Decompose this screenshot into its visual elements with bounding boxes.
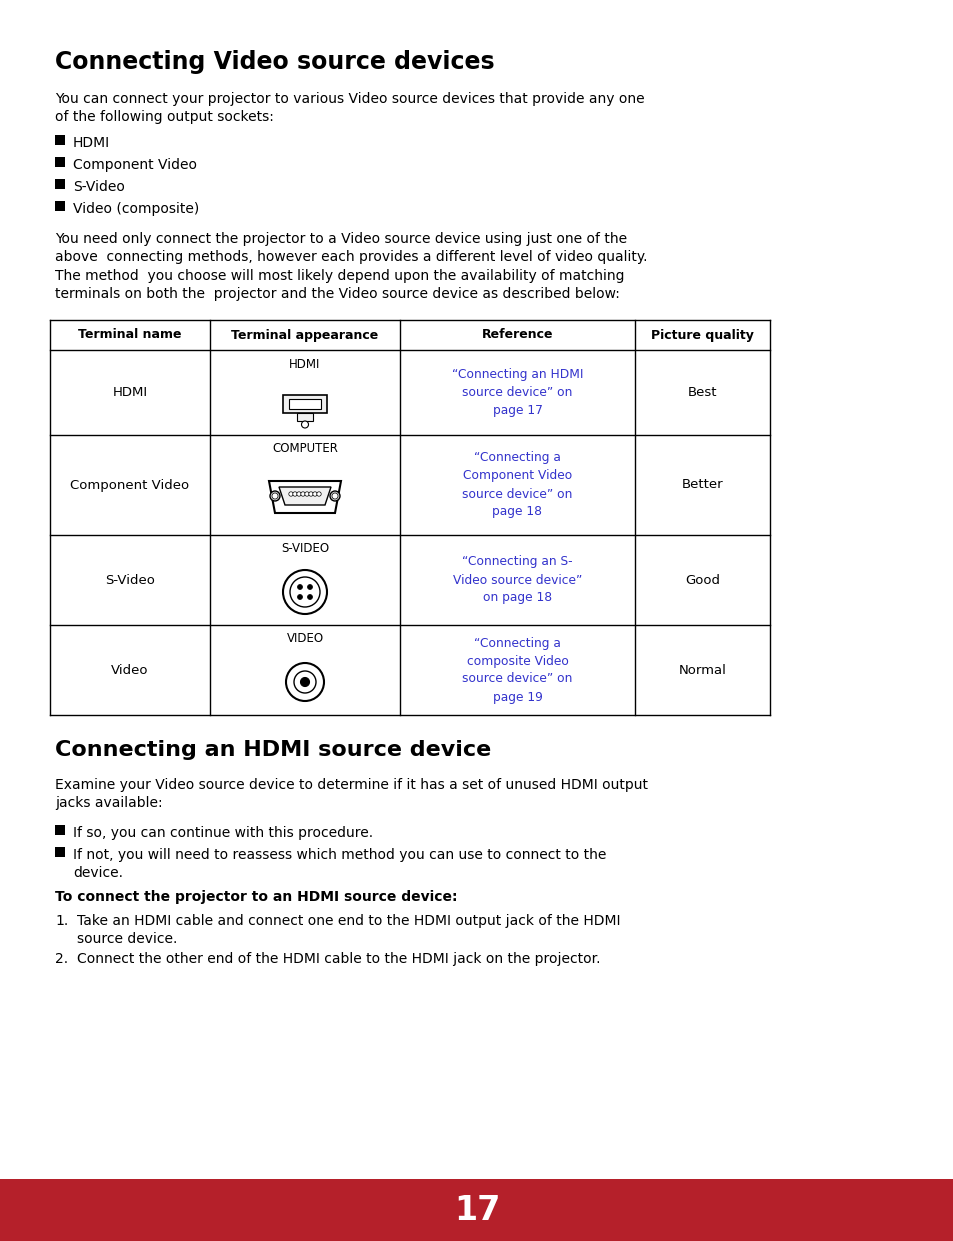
Text: Examine your Video source device to determine if it has a set of unused HDMI out: Examine your Video source device to dete…: [55, 778, 647, 810]
Text: S-Video: S-Video: [73, 180, 125, 194]
Text: Better: Better: [681, 479, 722, 491]
Text: Video (composite): Video (composite): [73, 202, 199, 216]
Circle shape: [301, 421, 308, 428]
Circle shape: [296, 491, 301, 496]
Circle shape: [286, 663, 324, 701]
Text: Terminal appearance: Terminal appearance: [232, 329, 378, 341]
Circle shape: [332, 493, 337, 499]
Circle shape: [307, 585, 313, 589]
Text: Reference: Reference: [481, 329, 553, 341]
Text: HDMI: HDMI: [112, 386, 148, 400]
Bar: [55, 158, 65, 168]
Bar: [55, 135, 65, 145]
Text: “Connecting an HDMI
source device” on
page 17: “Connecting an HDMI source device” on pa…: [452, 369, 582, 417]
Text: HDMI: HDMI: [289, 357, 320, 371]
Circle shape: [297, 594, 302, 599]
Text: Connecting an HDMI source device: Connecting an HDMI source device: [55, 740, 491, 759]
Circle shape: [304, 491, 309, 496]
Text: 17: 17: [454, 1194, 499, 1226]
Bar: [296, 412, 313, 421]
Bar: [55, 201, 65, 211]
Text: “Connecting a
composite Video
source device” on
page 19: “Connecting a composite Video source dev…: [462, 637, 572, 704]
Text: Best: Best: [687, 386, 717, 400]
Text: COMPUTER: COMPUTER: [272, 443, 337, 455]
Text: You can connect your projector to various Video source devices that provide any : You can connect your projector to variou…: [55, 92, 644, 124]
Circle shape: [289, 491, 293, 496]
Text: Connecting Video source devices: Connecting Video source devices: [55, 50, 494, 74]
Circle shape: [300, 678, 309, 686]
Text: Terminal name: Terminal name: [78, 329, 182, 341]
Text: If not, you will need to reassess which method you can use to connect to the
dev: If not, you will need to reassess which …: [73, 848, 606, 880]
FancyBboxPatch shape: [283, 395, 327, 412]
Text: If so, you can continue with this procedure.: If so, you can continue with this proced…: [73, 827, 373, 840]
Text: “Connecting an S-
Video source device”
on page 18: “Connecting an S- Video source device” o…: [453, 556, 581, 604]
Text: S-Video: S-Video: [105, 573, 154, 587]
Circle shape: [313, 491, 316, 496]
Text: 1.: 1.: [55, 915, 69, 928]
Circle shape: [297, 585, 302, 589]
Text: HDMI: HDMI: [73, 137, 110, 150]
Text: Take an HDMI cable and connect one end to the HDMI output jack of the HDMI
sourc: Take an HDMI cable and connect one end t…: [77, 915, 619, 947]
Circle shape: [283, 570, 327, 614]
Text: Component Video: Component Video: [73, 158, 196, 172]
Text: Component Video: Component Video: [71, 479, 190, 491]
Bar: [55, 848, 65, 858]
Text: Normal: Normal: [678, 664, 725, 676]
Bar: [55, 825, 65, 835]
Circle shape: [290, 577, 319, 607]
Circle shape: [272, 493, 277, 499]
Text: “Connecting a
Component Video
source device” on
page 18: “Connecting a Component Video source dev…: [462, 452, 572, 519]
Bar: [0, 1179, 953, 1241]
Polygon shape: [278, 486, 331, 505]
Text: Good: Good: [684, 573, 720, 587]
Circle shape: [330, 491, 339, 501]
Text: S-VIDEO: S-VIDEO: [280, 542, 329, 556]
Circle shape: [309, 491, 313, 496]
Circle shape: [316, 491, 321, 496]
Circle shape: [270, 491, 280, 501]
Text: VIDEO: VIDEO: [286, 633, 323, 645]
Text: Connect the other end of the HDMI cable to the HDMI jack on the projector.: Connect the other end of the HDMI cable …: [77, 952, 599, 965]
Bar: [55, 179, 65, 189]
Bar: [289, 398, 320, 408]
Text: Picture quality: Picture quality: [650, 329, 753, 341]
Polygon shape: [269, 482, 340, 513]
Text: You need only connect the projector to a Video source device using just one of t: You need only connect the projector to a…: [55, 232, 647, 302]
Text: 2.: 2.: [55, 952, 68, 965]
Text: Video: Video: [112, 664, 149, 676]
Circle shape: [307, 594, 313, 599]
Text: To connect the projector to an HDMI source device:: To connect the projector to an HDMI sour…: [55, 890, 457, 903]
Circle shape: [300, 491, 305, 496]
Circle shape: [294, 671, 315, 692]
Circle shape: [293, 491, 297, 496]
